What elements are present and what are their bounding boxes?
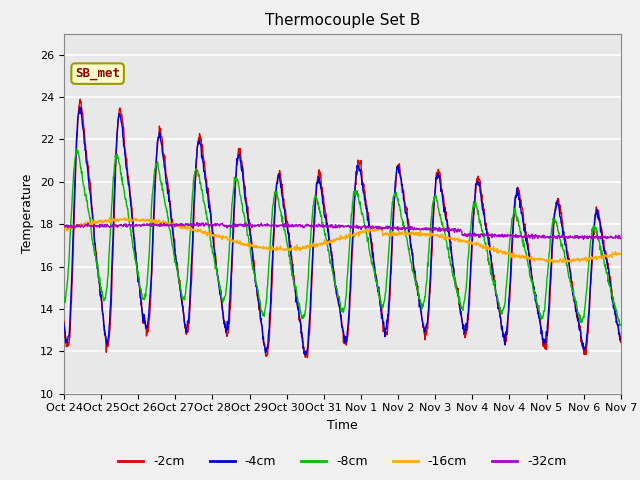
Text: SB_met: SB_met — [75, 67, 120, 80]
Y-axis label: Temperature: Temperature — [22, 174, 35, 253]
Title: Thermocouple Set B: Thermocouple Set B — [265, 13, 420, 28]
Legend: -2cm, -4cm, -8cm, -16cm, -32cm: -2cm, -4cm, -8cm, -16cm, -32cm — [113, 450, 572, 473]
X-axis label: Time: Time — [327, 419, 358, 432]
